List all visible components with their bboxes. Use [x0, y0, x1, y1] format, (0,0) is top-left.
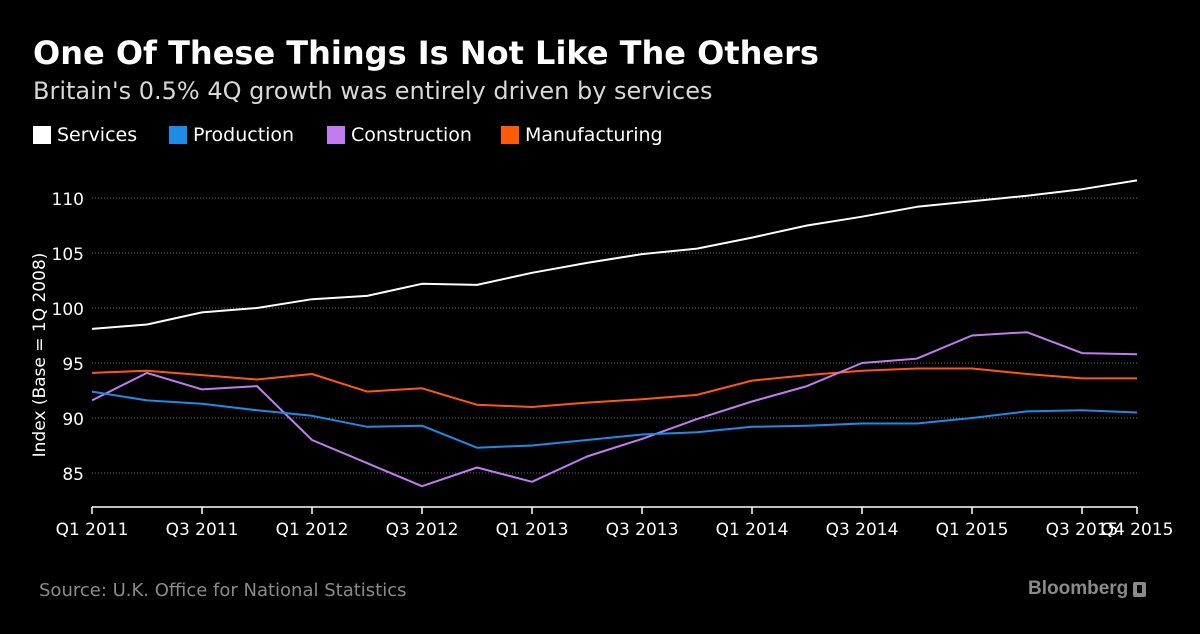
legend-item-production: Production — [169, 124, 294, 146]
y-tick-label-110: 110 — [52, 190, 84, 210]
chart-legend: Services Production Construction Manufac… — [33, 124, 933, 148]
series-line-services — [91, 179, 1138, 330]
y-axis-label: Index (Base = 1Q 2008) — [30, 253, 50, 458]
legend-label-construction: Construction — [351, 124, 472, 146]
legend-swatch-construction — [327, 126, 345, 144]
x-tick-label-8: Q1 2015 — [936, 520, 1009, 540]
legend-label-production: Production — [193, 124, 295, 146]
y-tick-label-90: 90 — [62, 410, 84, 430]
x-tick-label-4: Q1 2013 — [496, 520, 569, 540]
source-note: Source: U.K. Office for National Statist… — [39, 580, 407, 601]
x-tick-label-1: Q3 2011 — [166, 520, 239, 540]
y-tick-label-95: 95 — [62, 355, 84, 375]
series-line-construction — [91, 331, 1138, 488]
x-tick-label-6: Q1 2014 — [716, 520, 789, 540]
chart-subtitle: Britain's 0.5% 4Q growth was entirely dr… — [33, 77, 713, 105]
legend-swatch-services — [33, 126, 51, 144]
legend-swatch-production — [169, 126, 187, 144]
legend-swatch-manufacturing — [501, 126, 519, 144]
x-tick-label-5: Q3 2013 — [606, 520, 679, 540]
y-tick-label-105: 105 — [52, 245, 84, 265]
bloomberg-terminal-icon — [1133, 581, 1147, 597]
x-axis: Q1 2011 Q3 2011 Q1 2012 Q3 2012 Q1 2013 Q3 20… — [56, 506, 1174, 540]
series-lines — [91, 179, 1138, 488]
x-tick-label-10: Q4 2015 — [1101, 520, 1174, 540]
legend-label-services: Services — [57, 124, 138, 146]
y-axis-ticks: 85 90 95 100 105 110 — [52, 190, 84, 485]
series-line-manufacturing — [91, 367, 1137, 408]
x-tick-label-9: Q3 2015 — [1046, 520, 1119, 540]
legend-item-construction: Construction — [327, 124, 472, 146]
brand-logo: Bloomberg — [1028, 578, 1147, 600]
x-tick-label-2: Q1 2012 — [276, 520, 349, 540]
brand-name: Bloomberg — [1028, 578, 1129, 599]
y-tick-label-100: 100 — [52, 300, 84, 320]
x-tick-label-3: Q3 2012 — [386, 520, 459, 540]
series-line-production — [91, 390, 1138, 449]
legend-item-manufacturing: Manufacturing — [501, 124, 663, 146]
legend-label-manufacturing: Manufacturing — [525, 124, 663, 146]
legend-item-services: Services — [33, 124, 137, 146]
x-tick-label-7: Q3 2014 — [826, 520, 899, 540]
y-tick-label-85: 85 — [62, 465, 84, 485]
chart-title: One Of These Things Is Not Like The Othe… — [33, 34, 819, 72]
x-tick-label-0: Q1 2011 — [56, 520, 129, 540]
